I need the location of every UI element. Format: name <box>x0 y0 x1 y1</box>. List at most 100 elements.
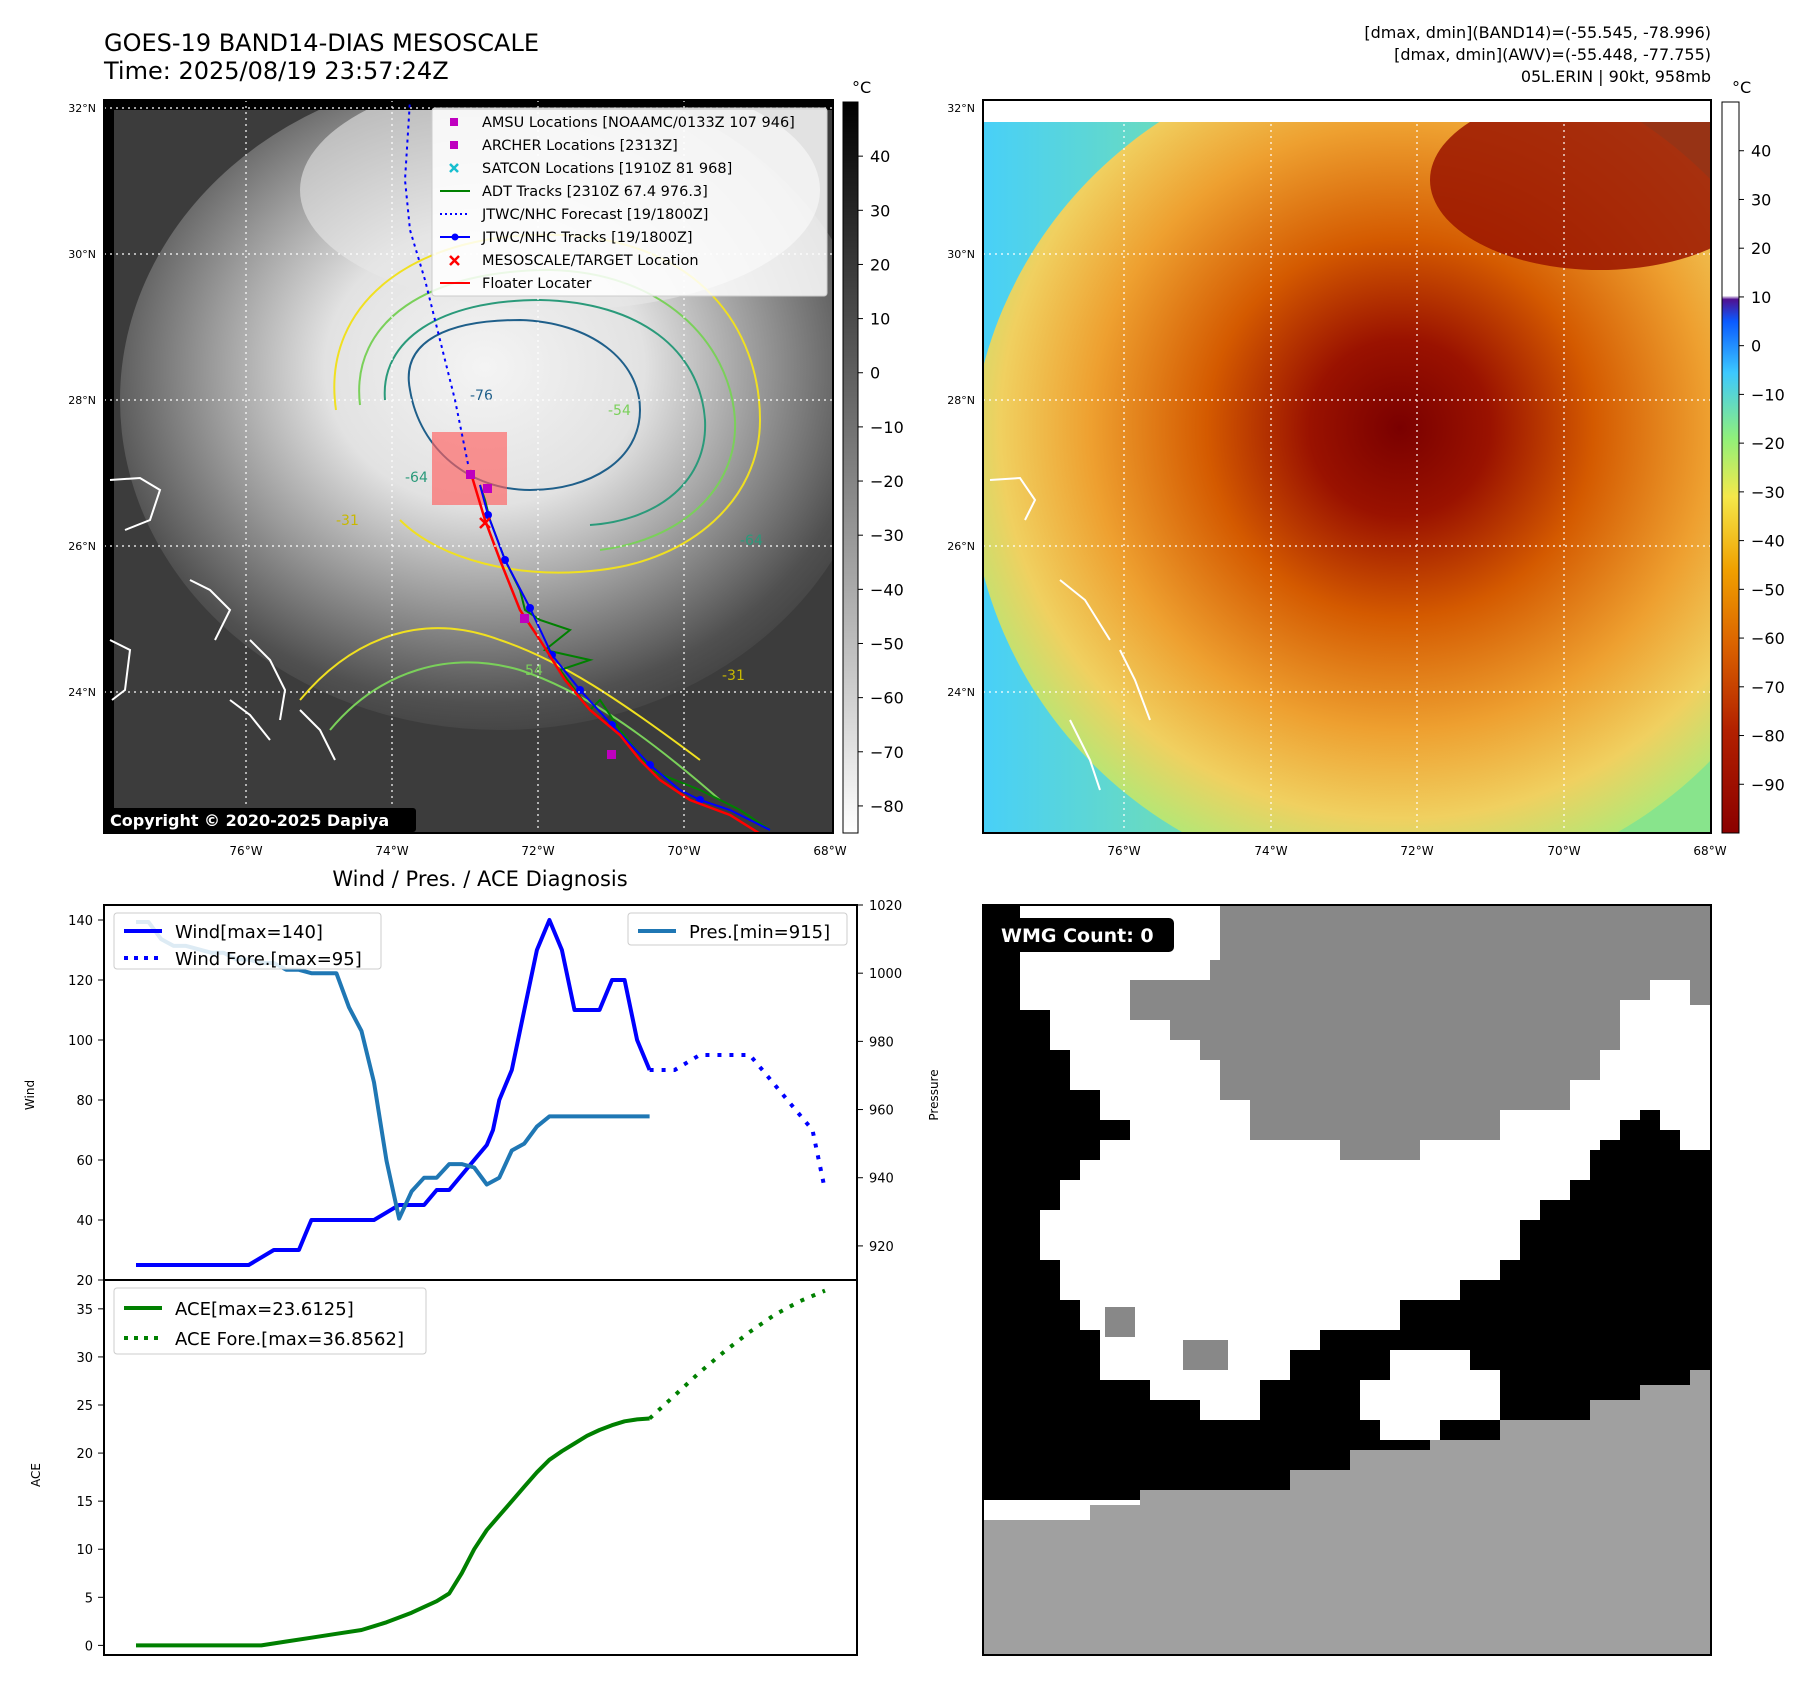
floater-track <box>468 469 762 833</box>
colorbar-tick-label: −30 <box>1751 483 1785 502</box>
y-tick-label: 15 <box>76 1495 93 1510</box>
ace-plot-frame <box>103 1279 858 1656</box>
contour-label: -31 <box>722 668 745 684</box>
colorbar-tick-label: −60 <box>870 689 904 708</box>
y-tick-label: 25 <box>76 1399 93 1414</box>
colorbar-ticks: 40 30 20 10 0 −10 −20 −30 −40 −50 −60 −70 −80 <box>858 147 904 816</box>
legend-forecast-label: JTWC/NHC Forecast [19/1800Z] <box>481 207 708 223</box>
contour-label: -76 <box>470 388 493 404</box>
y-tick-label: 35 <box>76 1303 93 1318</box>
archer-marker <box>607 750 616 759</box>
wmg-count-box <box>992 918 1174 952</box>
legend-pressure-label: Pres.[min=915] <box>689 922 830 943</box>
y-tick-label: 30 <box>76 1351 93 1366</box>
colorbar-unit: °C <box>1732 78 1751 97</box>
y-tick-label-right: 940 <box>869 1172 894 1187</box>
target-box <box>432 432 507 505</box>
ace-y-ticks: 0 5 10 15 20 25 30 35 <box>76 1303 104 1654</box>
lon-label: 68°W <box>1693 844 1726 858</box>
lon-label: 72°W <box>521 844 554 858</box>
lat-label: 30°N <box>947 248 975 261</box>
y-tick-label: 60 <box>76 1154 93 1169</box>
colorbar-tick-label: 0 <box>1751 337 1761 356</box>
colorbar-tick-label: −80 <box>870 797 904 816</box>
diagnosis-title: Wind / Pres. / ACE Diagnosis <box>332 867 627 891</box>
wind-legend <box>113 912 382 970</box>
colorbar-tick-label: −80 <box>1751 727 1785 746</box>
jtwc-track-point <box>484 511 492 519</box>
wmg-frame <box>982 904 1712 1656</box>
archer-marker <box>520 614 529 623</box>
dmax-awv-info: [dmax, dmin](AWV)=(-55.448, -77.755) <box>1394 45 1711 64</box>
legend-target-label: MESOSCALE/TARGET Location <box>482 253 699 269</box>
legend-amsu-marker <box>450 118 458 126</box>
legend-jtwc-dot <box>451 233 459 241</box>
lon-label: 72°W <box>1400 844 1433 858</box>
ace-series-layer <box>136 1288 826 1648</box>
wmg-gray-region <box>1130 905 1711 1160</box>
lon-label: 68°W <box>813 844 846 858</box>
colorbar-tick-label: −50 <box>870 634 904 653</box>
pressure-axis-label: Pressure <box>927 1069 941 1120</box>
colorbar-tick-label: −40 <box>870 580 904 599</box>
ace-legend <box>113 1287 427 1355</box>
y-tick-label: 120 <box>68 974 93 989</box>
contour-54 <box>358 268 737 551</box>
archer-marker <box>483 484 492 493</box>
colorbar-ticks: 40 30 20 10 0 −10 −20 −30 −40 −50 −60 −70 −80 −90 <box>1739 142 1785 794</box>
contour-31-south <box>299 627 701 761</box>
colorbar-tick-label: −50 <box>1751 580 1785 599</box>
legend-jtwc-label: JTWC/NHC Tracks [19/1800Z] <box>481 230 693 246</box>
series-line-wind <box>136 918 652 1267</box>
lat-label: 24°N <box>947 686 975 699</box>
pressure-y-ticks: 920 940 960 980 1000 1020 <box>857 899 902 1255</box>
series-line-ace-fore- <box>648 1288 826 1420</box>
pressure-legend <box>627 912 848 946</box>
colorbar-gradient <box>1721 101 1740 834</box>
wmg-panel: WMG Count: 0 <box>982 904 1712 1656</box>
contour-label: -54 <box>608 403 631 419</box>
contour-64 <box>383 298 707 526</box>
lat-label: 26°N <box>947 540 975 553</box>
y-tick-label-right: 960 <box>869 1104 894 1119</box>
target-x-marker <box>479 517 491 529</box>
lon-label: 74°W <box>375 844 408 858</box>
colorbar-tick-label: −70 <box>1751 678 1785 697</box>
y-tick-label: 80 <box>76 1094 93 1109</box>
colorbar-tick-label: −20 <box>870 472 904 491</box>
colorbar-unit: °C <box>852 78 871 97</box>
y-tick-label: 100 <box>68 1034 93 1049</box>
wmg-count-label: WMG Count: 0 <box>1001 925 1154 947</box>
ir-edge <box>104 100 114 833</box>
lat-label: 26°N <box>68 540 96 553</box>
legend-amsu-label: AMSU Locations [NOAAMC/0133Z 107 946] <box>482 115 795 131</box>
colorbar-tick-label: 10 <box>870 310 890 329</box>
lon-label: 76°W <box>1107 844 1140 858</box>
ir-map-legend: AMSU Locations [NOAAMC/0133Z 107 946] AR… <box>431 107 828 297</box>
colorbar-tick-label: −10 <box>1751 385 1785 404</box>
lon-label: 74°W <box>1254 844 1287 858</box>
dias-map-frame <box>982 99 1712 834</box>
series-line-ace <box>136 1416 650 1648</box>
y-tick-label-right: 1000 <box>869 967 902 982</box>
y-tick-label-right: 1020 <box>869 899 902 914</box>
copyright-box <box>104 808 416 832</box>
ir-edge-top <box>104 100 833 110</box>
y-tick-label: 5 <box>85 1591 93 1606</box>
dias-map-panel: 32°N 30°N 28°N 26°N 24°N 76°W 74°W 72°W … <box>947 99 1727 858</box>
legend-archer-label: ARCHER Locations [2313Z] <box>482 138 678 154</box>
contour-label: -31 <box>336 513 359 529</box>
y-tick-label: 140 <box>68 914 93 929</box>
legend-wind-label: Wind[max=140] <box>175 922 323 943</box>
colorbar-gradient <box>842 101 859 834</box>
lon-label: 70°W <box>667 844 700 858</box>
wmg-gray-cell <box>1105 1307 1135 1337</box>
y-tick-label: 10 <box>76 1543 93 1558</box>
legend-box <box>431 107 828 297</box>
lat-label: 28°N <box>947 394 975 407</box>
colorbar-tick-label: −30 <box>870 526 904 545</box>
colorbar-tick-label: 30 <box>1751 190 1771 209</box>
wmg-black-region <box>983 905 1711 1500</box>
jtwc-track-point <box>526 604 534 612</box>
dias-cloud-ne <box>1430 100 1711 270</box>
